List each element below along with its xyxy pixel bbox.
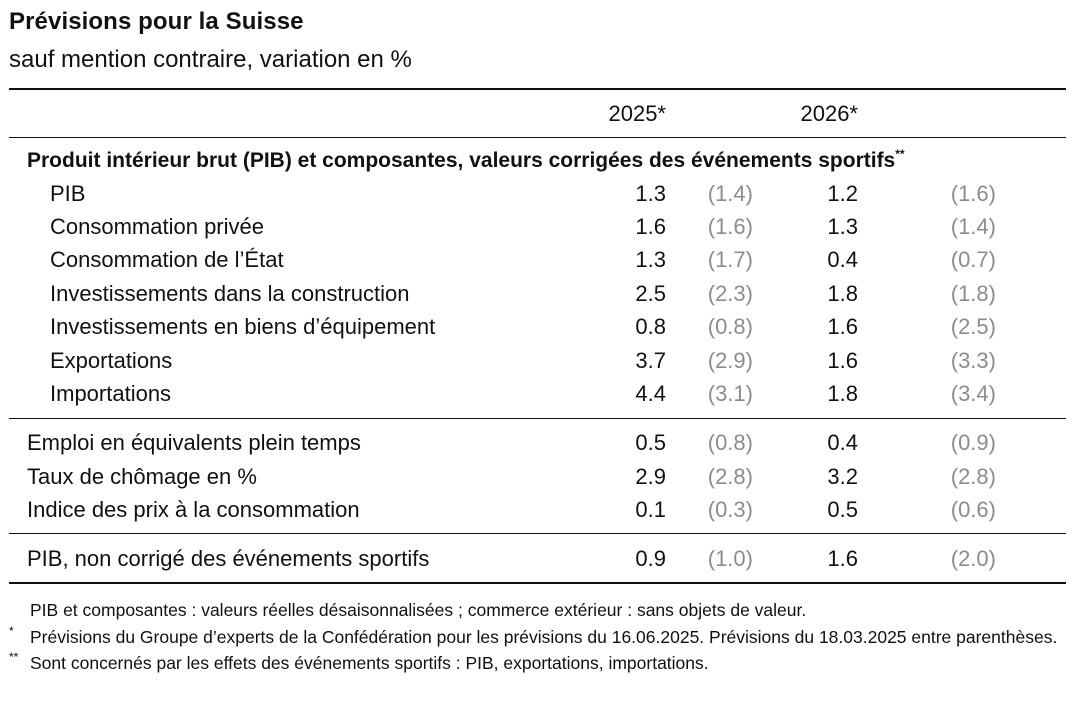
previous-2026: (3.4) bbox=[950, 381, 996, 406]
table-row: Indice des prix à la consommation 0.1 (0… bbox=[0, 497, 1074, 527]
value-2025: 0.1 bbox=[635, 497, 666, 522]
value-2025: 4.4 bbox=[635, 381, 666, 406]
row-label: Taux de chômage en % bbox=[27, 464, 257, 489]
previous-2026: (0.6) bbox=[950, 497, 996, 522]
footnote-general: PIB et composantes : valeurs réelles dés… bbox=[9, 597, 1066, 624]
table-row: Investissements en biens d’équipement 0.… bbox=[0, 314, 1074, 344]
section-title-footnote-mark: ** bbox=[895, 147, 905, 161]
section-title-gdp: Produit intérieur brut (PIB) et composan… bbox=[27, 147, 905, 173]
section-title-text: Produit intérieur brut (PIB) et composan… bbox=[27, 149, 896, 172]
footnote-mark: * bbox=[9, 623, 14, 638]
row-label: Importations bbox=[50, 381, 172, 406]
value-2025: 3.7 bbox=[635, 348, 666, 373]
previous-2025: (0.3) bbox=[707, 497, 753, 522]
bottom-rule bbox=[9, 582, 1066, 584]
value-2025: 0.8 bbox=[635, 314, 666, 339]
previous-2026: (1.8) bbox=[950, 281, 996, 306]
page-title: Prévisions pour la Suisse bbox=[9, 8, 304, 35]
previous-2025: (1.4) bbox=[707, 181, 753, 206]
previous-2026: (1.6) bbox=[950, 181, 996, 206]
header-rule bbox=[9, 137, 1066, 138]
value-2025: 2.5 bbox=[635, 281, 666, 306]
row-label: Investissements en biens d’équipement bbox=[50, 314, 436, 339]
previous-2026: (2.5) bbox=[950, 314, 996, 339]
row-label: Indice des prix à la consommation bbox=[27, 497, 360, 522]
row-label: Exportations bbox=[50, 348, 173, 373]
value-2026: 1.6 bbox=[827, 348, 858, 373]
table-row: Consommation privée 1.6 (1.6) 1.3 (1.4) bbox=[0, 214, 1074, 244]
value-2026: 1.8 bbox=[827, 281, 858, 306]
page-subtitle: sauf mention contraire, variation en % bbox=[9, 46, 412, 73]
value-2025: 2.9 bbox=[635, 464, 666, 489]
previous-2025: (1.0) bbox=[707, 546, 753, 571]
previous-2026: (1.4) bbox=[950, 214, 996, 239]
section-divider bbox=[9, 418, 1066, 419]
value-2025: 0.5 bbox=[635, 430, 666, 455]
value-2026: 0.4 bbox=[827, 430, 858, 455]
table-row: Importations 4.4 (3.1) 1.8 (3.4) bbox=[0, 381, 1074, 411]
row-label: PIB, non corrigé des événements sportifs bbox=[27, 546, 430, 571]
previous-2025: (0.8) bbox=[707, 430, 753, 455]
table-row: Taux de chômage en % 2.9 (2.8) 3.2 (2.8) bbox=[0, 464, 1074, 494]
previous-2026: (2.0) bbox=[950, 546, 996, 571]
previous-2025: (2.3) bbox=[707, 281, 753, 306]
value-2026: 0.5 bbox=[827, 497, 858, 522]
footnote-star: * Prévisions du Groupe d’experts de la C… bbox=[9, 624, 1066, 651]
table-row: Consommation de l’État 1.3 (1.7) 0.4 (0.… bbox=[0, 247, 1074, 277]
footnote-mark: ** bbox=[9, 650, 19, 664]
footnotes: PIB et composantes : valeurs réelles dés… bbox=[9, 597, 1066, 677]
footnote-text: Sont concernés par les effets des événem… bbox=[30, 653, 709, 673]
value-2026: 1.2 bbox=[827, 181, 858, 206]
row-label: Investissements dans la construction bbox=[50, 281, 410, 306]
row-label: PIB bbox=[50, 181, 86, 206]
previous-2026: (0.7) bbox=[950, 247, 996, 272]
table-row: Investissements dans la construction 2.5… bbox=[0, 281, 1074, 311]
value-2026: 1.3 bbox=[827, 214, 858, 239]
value-2026: 1.8 bbox=[827, 381, 858, 406]
table-row: Exportations 3.7 (2.9) 1.6 (3.3) bbox=[0, 348, 1074, 378]
previous-2026: (2.8) bbox=[950, 464, 996, 489]
footnote-double-star: ** Sont concernés par les effets des évé… bbox=[9, 650, 1066, 677]
value-2025: 1.3 bbox=[635, 247, 666, 272]
value-2026: 3.2 bbox=[827, 464, 858, 489]
table-row: PIB, non corrigé des événements sportifs… bbox=[0, 546, 1074, 576]
value-2026: 1.6 bbox=[827, 546, 858, 571]
value-2025: 1.6 bbox=[635, 214, 666, 239]
row-label: Consommation privée bbox=[50, 214, 264, 239]
previous-2025: (0.8) bbox=[707, 314, 753, 339]
top-rule bbox=[9, 88, 1066, 90]
footnote-text: Prévisions du Groupe d’experts de la Con… bbox=[30, 626, 1058, 647]
table-row: Emploi en équivalents plein temps 0.5 (0… bbox=[0, 430, 1074, 460]
footnote-text: PIB et composantes : valeurs réelles dés… bbox=[30, 600, 807, 620]
row-label: Consommation de l’État bbox=[50, 247, 284, 272]
value-2025: 1.3 bbox=[635, 181, 666, 206]
section-divider bbox=[9, 533, 1066, 534]
previous-2026: (3.3) bbox=[950, 348, 996, 373]
previous-2025: (1.7) bbox=[707, 247, 753, 272]
previous-2025: (1.6) bbox=[707, 214, 753, 239]
previous-2025: (2.8) bbox=[707, 464, 753, 489]
table-row: PIB 1.3 (1.4) 1.2 (1.6) bbox=[0, 181, 1074, 211]
year-header-2025: 2025* bbox=[608, 101, 666, 126]
value-2026: 0.4 bbox=[827, 247, 858, 272]
year-header-2026: 2026* bbox=[800, 101, 858, 126]
value-2025: 0.9 bbox=[635, 546, 666, 571]
previous-2026: (0.9) bbox=[950, 430, 996, 455]
value-2026: 1.6 bbox=[827, 314, 858, 339]
row-label: Emploi en équivalents plein temps bbox=[27, 430, 361, 455]
previous-2025: (2.9) bbox=[707, 348, 753, 373]
previous-2025: (3.1) bbox=[707, 381, 753, 406]
